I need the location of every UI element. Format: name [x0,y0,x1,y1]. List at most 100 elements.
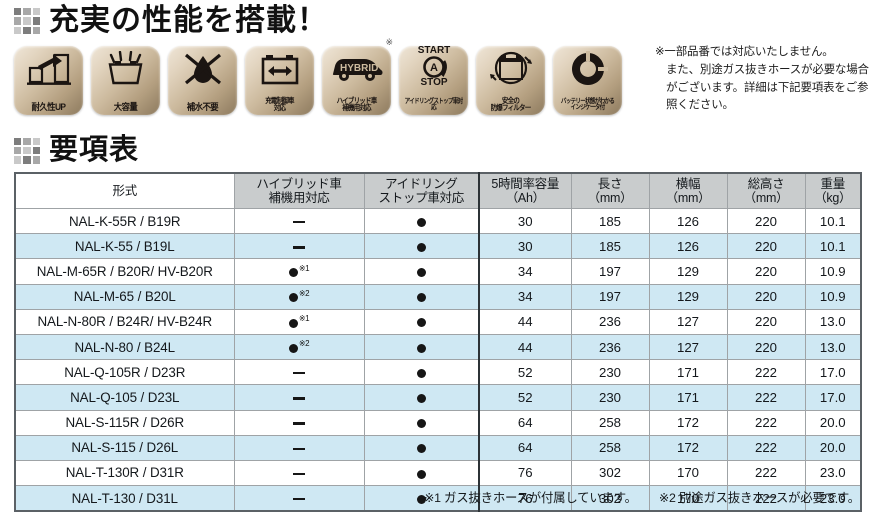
cell-length: 230 [570,359,650,386]
caption-line: 防爆フィルター [490,103,532,113]
cell-length: 236 [570,308,650,335]
col-header-capacity: 5時間率容量 （Ah） [478,172,572,209]
badge-charge-indicator: バッテリー状態がわかる インジケータ付 [553,46,622,115]
cell-height: 220 [726,258,806,285]
cell-length: 258 [570,409,650,436]
badge-caption: 安全の 防爆フィルター [480,97,541,112]
cell-capacity: 64 [478,409,572,436]
battery-arrows-icon [245,49,314,89]
cell-width: 126 [648,233,728,260]
cell-idling [363,207,480,235]
caption-line: インジケータ付 [570,104,606,112]
cell-width: 171 [648,359,728,386]
top-note-line-2: また、別途ガス抜きホースが必要な場合 [666,63,869,76]
cell-height: 220 [726,308,806,335]
not-supported-dash-icon [293,472,305,476]
cell-hybrid [233,207,365,235]
support-dot-icon [288,268,298,278]
cell-hybrid [233,384,365,411]
cell-weight: 13.0 [804,333,862,361]
cell-capacity: 44 [478,333,572,361]
header-line: 重量 [820,177,846,191]
cell-width: 170 [648,485,728,512]
cell-hybrid: ※1 [233,308,365,335]
cell-weight: 10.9 [804,283,862,310]
table-row: NAL-K-55R / B19R 30 185 126 220 10.1 [14,207,862,235]
footnote-ref: ※1 [298,263,310,273]
caption-line: 安全の [501,95,520,105]
cell-idling [363,233,480,260]
durability-up-icon [14,49,83,89]
cell-height: 220 [726,333,806,361]
cell-width: 171 [648,384,728,411]
header-line: （mm） [587,191,633,205]
support-dot-icon [416,343,426,353]
cell-idling [363,258,480,285]
table-row: NAL-N-80R / B24R/ HV-B24R ※1 44 236 127 220 13… [14,308,862,335]
caption-line: 耐久性UP [31,101,67,112]
cell-idling [363,333,480,361]
badge-idling-stop: START A STOP アイドリングストップ車対応 [399,46,468,115]
caption-line: ハイブリッド車 [336,95,378,105]
cell-height: 222 [726,384,806,411]
cell-model: NAL-S-115 / D26L [14,434,235,461]
cell-hybrid: ※1 [233,258,365,285]
grid-marker-icon [14,8,40,34]
cell-idling [363,283,480,310]
hybrid-car-icon: HYBRID [322,49,391,89]
support-dot-icon [288,318,298,328]
cell-capacity: 30 [478,207,572,235]
cell-hybrid: ※2 [233,283,365,310]
filter-battery-icon [476,49,545,89]
battery-shine-icon [91,49,160,89]
asterisk-mark: ※ [385,37,393,47]
cell-capacity: 30 [478,233,572,260]
cell-weight: 17.0 [804,384,862,411]
badge-durability-up: 耐久性UP [14,46,83,115]
header-line: 補機用対応 [268,191,330,205]
feature-icon-row: 耐久性UP 大容量 [14,37,622,115]
cell-weight: 10.1 [804,233,862,260]
cell-idling [363,359,480,386]
col-header-height: 総高さ （mm） [726,172,806,209]
badge-explosion-proof-filter: 安全の 防爆フィルター [476,46,545,115]
not-supported-dash-icon [293,220,305,224]
cell-capacity: 52 [478,359,572,386]
footnote-ref: ※2 [298,339,310,349]
caption-line: 補水不要 [186,101,219,112]
support-dot-icon [416,393,426,403]
cell-idling [363,459,480,487]
cell-capacity: 34 [478,283,572,310]
footnote-ref: ※2 [298,288,310,298]
no-water-drop-icon [168,49,237,89]
cell-model: NAL-T-130 / D31L [14,485,235,512]
support-dot-icon [416,444,426,454]
cell-idling [363,308,480,335]
table-row: NAL-Q-105 / D23L 52 230 171 222 17.0 [14,384,862,411]
cell-weight: 13.0 [804,308,862,335]
cell-weight: 17.0 [804,359,862,386]
spec-table: 形式 ハイブリッド車 補機用対応 アイドリング ストップ車対応 5時間率容量 （… [14,172,862,512]
not-supported-dash-icon [293,246,305,249]
cell-width: 126 [648,207,728,235]
footnote-ref: ※1 [298,314,310,324]
feature-section-heading: 充実の性能を搭載！ [14,6,328,36]
indicator-eye-icon [553,49,622,89]
header-line: アイドリング [384,177,458,191]
not-supported-dash-icon [293,397,305,400]
cell-model: NAL-K-55R / B19R [14,207,235,235]
col-header-hybrid: ハイブリッド車 補機用対応 [233,172,365,209]
col-header-length: 長さ （mm） [570,172,650,209]
table-row: NAL-M-65R / B20R/ HV-B20R ※1 34 197 129 220 10… [14,258,862,285]
not-supported-dash-icon [293,447,305,451]
cell-idling [363,485,480,512]
badge-charge-control: 充電制御車 対応 [245,46,314,115]
cell-idling [363,384,480,411]
cell-model: NAL-N-80R / B24R/ HV-B24R [14,308,235,335]
cell-length: 185 [570,233,650,260]
col-header-weight: 重量 （kg） [804,172,862,209]
cell-hybrid: ※2 [233,333,365,361]
table-row: NAL-T-130R / D31R 76 302 170 222 23.0 [14,459,862,487]
header-line: 横幅 [675,177,701,191]
cell-width: 129 [648,258,728,285]
